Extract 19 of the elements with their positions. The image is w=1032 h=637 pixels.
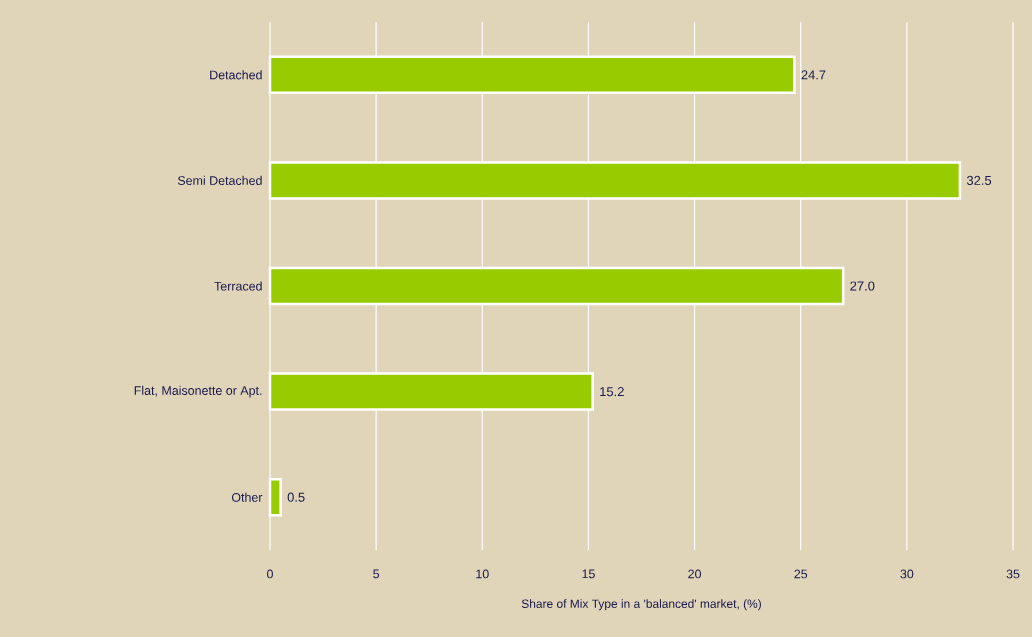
x-tick-label: 10 [476, 569, 489, 579]
data-label: 15.2 [600, 387, 624, 397]
x-axis-title: Share of Mix Type in a 'balanced' market, (%) [521, 599, 761, 611]
x-tick-label: 20 [688, 569, 702, 579]
data-label: 24.7 [801, 70, 826, 80]
data-label: 0.5 [287, 492, 305, 502]
y-tick-label: Other [231, 492, 263, 502]
x-tick-label: 15 [582, 569, 595, 579]
x-tick-label: 30 [900, 569, 914, 579]
x-tick-label: 5 [373, 569, 380, 579]
y-tick-label: Semi Detached [177, 175, 262, 185]
y-tick-label: Terraced [214, 281, 262, 291]
y-tick-label: Detached [210, 70, 262, 80]
y-tick-label: Flat, Maisonette or Apt. [134, 385, 262, 398]
data-label: 32.5 [966, 175, 992, 185]
x-tick-label: 35 [1006, 569, 1020, 579]
x-tick-label: 25 [794, 569, 808, 579]
x-tick-label: 0 [267, 569, 273, 579]
data-label: 27.0 [850, 281, 875, 291]
